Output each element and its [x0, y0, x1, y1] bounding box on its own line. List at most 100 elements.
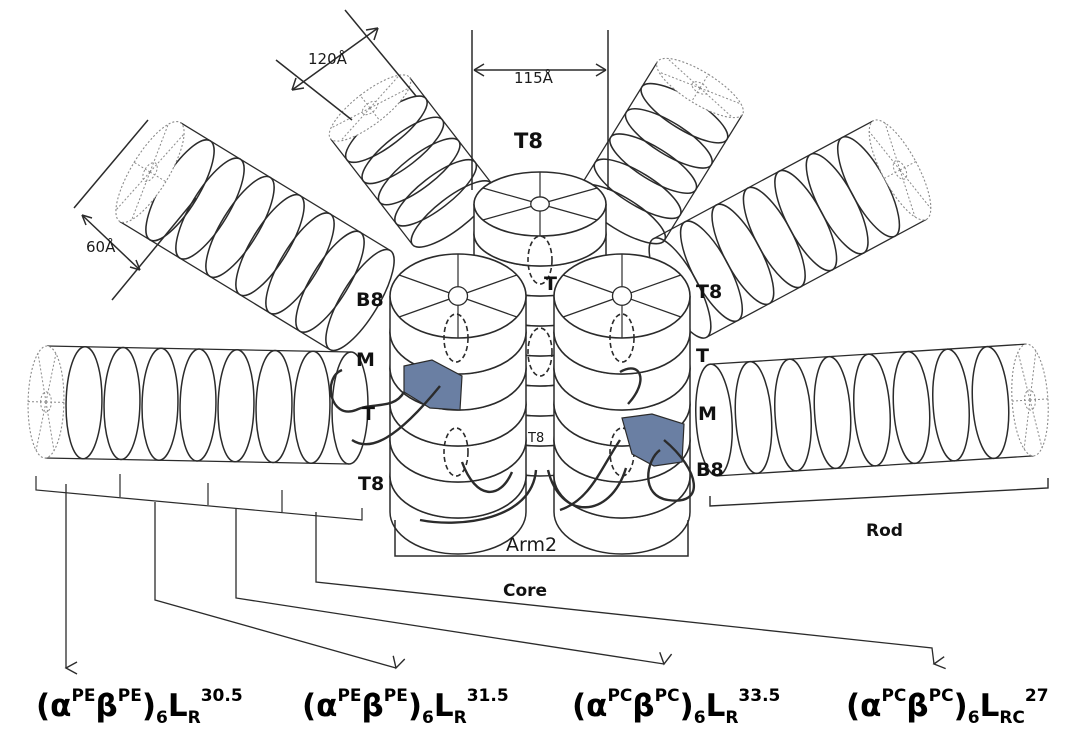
rod-left-horizontal [27, 345, 369, 465]
rod-upper-left-spoke [149, 133, 185, 173]
rod-upper-right-disc [805, 152, 869, 255]
label-top-t8: T8 [514, 129, 543, 153]
rod-right-horizontal-spoke [1029, 350, 1037, 401]
label-right-t: T [696, 345, 709, 367]
rod-left-horizontal-outline [44, 345, 352, 465]
core-left-disc-0-spoke [398, 295, 459, 318]
label-center-t: T [544, 273, 557, 295]
rod-upper-left-spoke [149, 124, 169, 173]
rod-left-horizontal-disc [65, 346, 103, 460]
linker-curve-5 [619, 367, 642, 405]
core-right-disc-0-spoke [562, 295, 623, 318]
rod-upper-right-spoke [899, 169, 932, 209]
rod-left-horizontal-spoke [35, 401, 47, 451]
rod-top-left-disc [361, 116, 445, 185]
rod-left-horizontal-spoke [45, 353, 57, 403]
linker-curve-2 [460, 461, 514, 493]
core-inner-ellipse-0 [443, 313, 469, 363]
core-inner-ellipse-5 [527, 327, 553, 377]
rod-upper-right-disc [774, 169, 838, 272]
core-left-disc-0-spoke [398, 274, 459, 297]
label-right-m: M [698, 403, 717, 425]
rod-upper-left-disc [235, 193, 305, 297]
rod-upper-right-spoke [884, 122, 901, 171]
core-highlight-right [621, 413, 685, 467]
rod-right-horizontal-spoke [1023, 399, 1031, 450]
core-center-disc-0-spoke [482, 203, 541, 221]
rod-right-horizontal-spoke [1029, 399, 1043, 448]
arm2-label: Arm2 [506, 534, 557, 556]
rod-left-horizontal-disc [103, 346, 141, 461]
linker-curve-0 [329, 368, 406, 413]
rod-right-horizontal-disc [774, 358, 812, 472]
label-left-t: T [362, 403, 375, 425]
linker-formula-1: (αPEβPE)6LR30.5 [36, 686, 243, 728]
leader-lines [64, 484, 946, 675]
rod-upper-right-outline [653, 120, 927, 338]
rod-upper-left-spoke [149, 171, 167, 183]
rod-top-left [328, 74, 494, 248]
label-left-m: M [356, 349, 375, 371]
rod-right-horizontal-disc [813, 355, 852, 470]
rod-left-horizontal-spoke [45, 401, 55, 451]
rod-right-horizontal-disc [853, 353, 891, 467]
core-right-disc-0-spoke [621, 295, 682, 318]
core-center-disc-0-spoke [539, 187, 598, 205]
core-center-disc-0-spoke [482, 187, 541, 205]
rod-upper-right-hub [892, 160, 908, 180]
rod-top-right-disc [593, 158, 682, 220]
core-group [329, 171, 695, 555]
rod-upper-right-spoke [899, 169, 916, 218]
rod-top-left-spoke [359, 95, 371, 109]
rod-right-horizontal-hub [1024, 389, 1036, 411]
rod-upper-left-outline [119, 121, 391, 351]
rod-bracket [709, 478, 1049, 507]
core-center-disc-0 [473, 171, 607, 267]
rod-top-right-disc [624, 108, 713, 169]
rod-right-horizontal-disc [695, 363, 733, 477]
rod-left-horizontal-disc [293, 350, 331, 464]
rod-upper-right [648, 119, 932, 339]
core-left-disc-0-spoke [457, 274, 518, 297]
rod-top-right-spoke [658, 71, 701, 89]
rod-upper-left-disc [265, 212, 335, 315]
rod-upper-right-spoke [868, 131, 901, 171]
rod-upper-left-spoke [131, 171, 151, 220]
rod-upper-left-disc [295, 230, 365, 333]
rod-upper-left-disc [325, 248, 395, 352]
core-inner-ellipse-1 [443, 427, 469, 477]
core-inner-ellipse-2 [609, 313, 635, 363]
core-right-disc-0 [553, 253, 691, 375]
rod-top-right-spoke [667, 58, 701, 89]
rod-upper-left-spoke [115, 171, 151, 211]
rod-upper-left-disc [205, 175, 275, 279]
rod-label: Rod [866, 521, 903, 541]
rod-upper-left-disc [175, 157, 245, 260]
core-center-disc-0-hub [530, 196, 550, 212]
dimension-60-label: 60Å [86, 237, 116, 256]
dimension-120 [275, 9, 417, 121]
rod-top-right-outline [578, 61, 744, 241]
core-left-disc-0 [389, 253, 527, 375]
linker-formula-4: (αPCβPC)6LRC27 [846, 686, 1049, 728]
label-right-t8: T8 [696, 281, 722, 303]
linker-curve-1 [351, 385, 441, 446]
dimension-115-label: 115Å [514, 68, 554, 87]
rod-right-horizontal-outline [710, 343, 1034, 477]
rod-upper-right-disc [742, 186, 806, 289]
rod-top-right-spoke [699, 74, 709, 89]
rod-left-horizontal-disc [141, 347, 179, 461]
linker-curve-6 [647, 439, 695, 502]
label-center-t8: T8 [527, 431, 544, 446]
rod-left-horizontal-hub [40, 391, 52, 413]
linker-curve-4 [546, 467, 628, 509]
rod-top-left-hub [361, 100, 379, 116]
rod-right-horizontal-spoke [1012, 399, 1031, 402]
rod-top-left-spoke [340, 107, 371, 142]
label-right-b8: B8 [696, 459, 724, 481]
rod-top-right-spoke [699, 87, 742, 105]
rod-upper-right-spoke [899, 161, 917, 171]
rod-top-left-disc [394, 158, 478, 227]
label-left-b8: B8 [356, 289, 384, 311]
